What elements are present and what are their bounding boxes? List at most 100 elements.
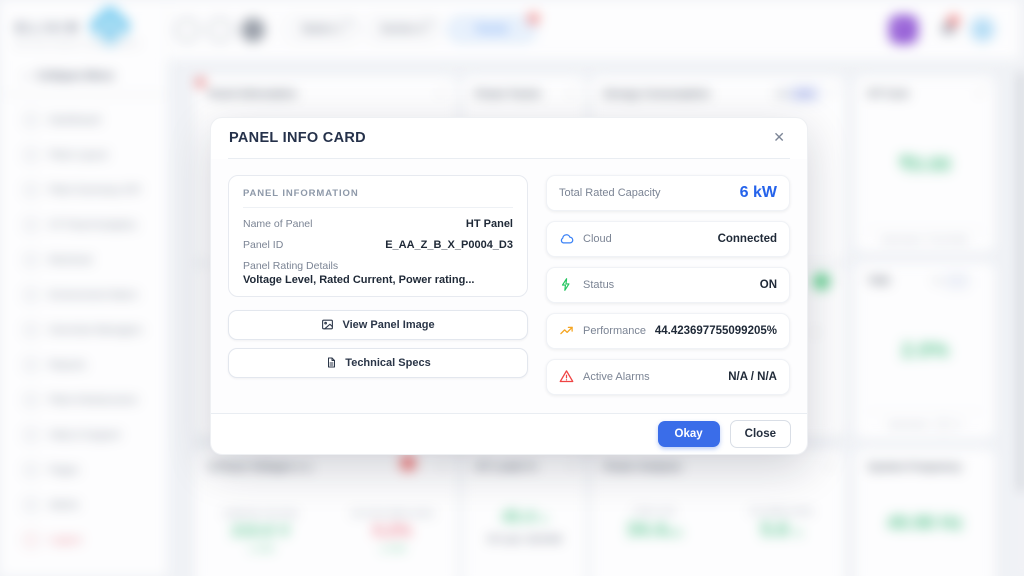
dashboard-icon [24,112,38,127]
panel-information-heading: PANEL INFORMATION [243,188,513,208]
kva-imbalance-metric: KVA IMBALANCE 5.6 % [749,509,814,541]
card-voltages: 3 Phase Voltages L-L ⤢ AVERAGE VOLTAGE 2… [195,449,458,576]
document-icon [325,356,337,369]
sidebar-item-ht-panel-analytics[interactable]: HT Panel Analytics [0,207,167,242]
sidebar-item-plant-layout[interactable]: Plant Layout [0,137,167,172]
apps-button[interactable] [889,15,918,44]
reports-icon [24,357,38,372]
logo-tagline: BEYOND ENERGY MANAGEMENT [16,42,142,48]
infrastructure-icon [24,392,38,407]
stat-performance: Performance 44.423697755099205% [546,312,790,349]
expand-icon[interactable]: ⤢ [829,87,837,98]
sidebar-item-electrical[interactable]: Electrical [0,242,167,277]
info-row-rating: Panel Rating Details Voltage Level, Rate… [243,259,475,286]
thd-range-toggle[interactable] [945,273,969,289]
close-button[interactable]: Close [729,419,791,448]
sidebar-item-help-support[interactable]: Help & Support [0,417,167,452]
sidebar-item-plant-summary[interactable]: Plant Summary KPI [0,172,167,207]
bolt-icon [559,277,574,292]
collapse-menu-button[interactable]: ‹ Collapse Menu [0,58,167,94]
stat-active-alarms: Active Alarms N/A / N/A [546,358,790,395]
scrollbar-thumb[interactable] [1020,72,1023,492]
stat-cloud: Cloud Connected [546,220,790,257]
sidebar-item-environment-alarm[interactable]: Environment Alarm [0,277,167,312]
expand-icon[interactable]: ⤢ [568,87,576,98]
ht-loads-value: 45.4 % [501,507,548,526]
card-power-analysis: Power Analysis ⤢ TOTAL KVA 34.4kVA KVA I… [591,449,845,576]
card-thd: THD % 2.0% Benchmark :8% [855,263,995,439]
cloud-icon [559,231,574,246]
sidebar: ELIXIR BEYOND ENERGY MANAGEMENT ‹ Collap… [0,0,168,576]
modal-title: PANEL INFO CARD [229,129,366,146]
logout-icon [24,532,38,547]
voltage-alert-badge [400,455,416,471]
pill-badge-icon [346,20,353,27]
okay-button[interactable]: Okay [657,420,720,447]
modal-body: PANEL INFORMATION Name of Panel HT Panel… [211,158,807,413]
ht-cost-value: ₹0.00 [899,154,951,176]
trend-up-icon [559,323,574,338]
modal-header-divider [228,157,790,159]
filter-pill-station[interactable]: Station 1 [286,17,358,42]
electrical-icon [24,252,38,267]
expand-icon[interactable]: ⤢ [570,460,578,471]
thd-unit: % [932,276,941,286]
header-circle-button-2[interactable] [208,18,232,42]
expand-icon[interactable]: ⤢ [827,276,835,287]
ht-load-sub: HT Load : 20.34 kW [487,535,562,544]
scrollbar[interactable] [1019,0,1024,576]
total-kva-metric: TOTAL KVA 34.4kVA [626,509,683,541]
view-panel-image-button[interactable]: View Panel Image [228,309,528,340]
logo: ELIXIR BEYOND ENERGY MANAGEMENT [0,0,167,58]
modal-left-column: PANEL INFORMATION Name of Panel HT Panel… [228,174,528,405]
expand-icon[interactable]: ⤢ [440,460,448,471]
logo-text: ELIXIR [16,20,82,35]
card-system-frequency: System Frequency 49.98 Hz [855,449,995,576]
card-ht-cost: HT Cost ⤢ ₹0.00 Benchmark : ₹ 0.00 /kWh [855,76,995,252]
technical-specs-button[interactable]: Technical Specs [228,347,528,378]
header-circle-button-1[interactable] [175,18,199,42]
filter-pill-section[interactable]: Section A [367,17,439,42]
top-bar: Station 1 Section A Panels [168,0,1024,60]
expand-icon[interactable]: ⤢ [437,87,445,98]
stat-total-rated-capacity: Total Rated Capacity 6 kW [546,174,790,211]
ht-cost-benchmark: Benchmark : ₹ 0.00 /kWh [863,228,987,244]
managers-icon [24,322,38,337]
stat-status: Status ON [546,266,790,303]
thd-value: 2.0% [901,339,949,362]
pill-badge-icon [427,20,434,27]
sidebar-item-logout[interactable]: Logout [0,522,167,557]
expand-icon[interactable]: ⤢ [977,87,985,98]
average-voltage-metric: AVERAGE VOLTAGE 210.6 V ▲ 0.6% [223,511,299,553]
sidebar-item-dashboard[interactable]: Dashboard [0,102,167,137]
sidebar-item-pages[interactable]: Pages [0,452,167,487]
image-icon [321,318,334,331]
header-circle-button-3[interactable] [241,18,265,42]
info-row-id: Panel ID E_AA_Z_B_X_P0004_D3 [243,238,513,251]
help-icon [24,427,38,442]
notifications-bell-icon[interactable] [940,15,959,36]
system-frequency-value: 49.98 Hz [886,513,964,534]
chevron-left-icon: ‹ [24,68,29,83]
thd-benchmark: Benchmark :8% [863,411,987,431]
summary-icon [24,182,38,197]
sidebar-item-overview-managers[interactable]: Overview Managers [0,312,167,347]
notification-dot [528,13,539,24]
sidebar-item-plant-infrastructure[interactable]: Plant Infrastructure [0,382,167,417]
sidebar-item-reports[interactable]: Reports [0,347,167,382]
collapse-menu-label: Collapse Menu [36,69,114,82]
filter-pill-panels[interactable]: Panels [448,13,539,42]
sidebar-item-admin[interactable]: Admin [0,487,167,522]
pages-icon [24,462,38,477]
unit-toggle-kw[interactable]: kW [775,89,790,99]
expand-icon[interactable]: ⤢ [827,460,835,471]
user-avatar[interactable] [969,16,996,43]
modal-right-column: Total Rated Capacity 6 kW Cloud Connecte… [546,174,790,405]
admin-icon [24,497,38,512]
unit-toggle-kwh[interactable]: kWh [788,86,821,102]
voltage-imbalance-metric: VOLTAGE IMBALANCE 5.2% ▲ 0.4% [350,511,435,553]
close-icon[interactable]: ✕ [773,129,785,146]
card-ht-loads: HT Loads % ⤢ 45.4 % HT Load : 20.34 kW [463,449,586,576]
alert-dot [196,78,205,87]
